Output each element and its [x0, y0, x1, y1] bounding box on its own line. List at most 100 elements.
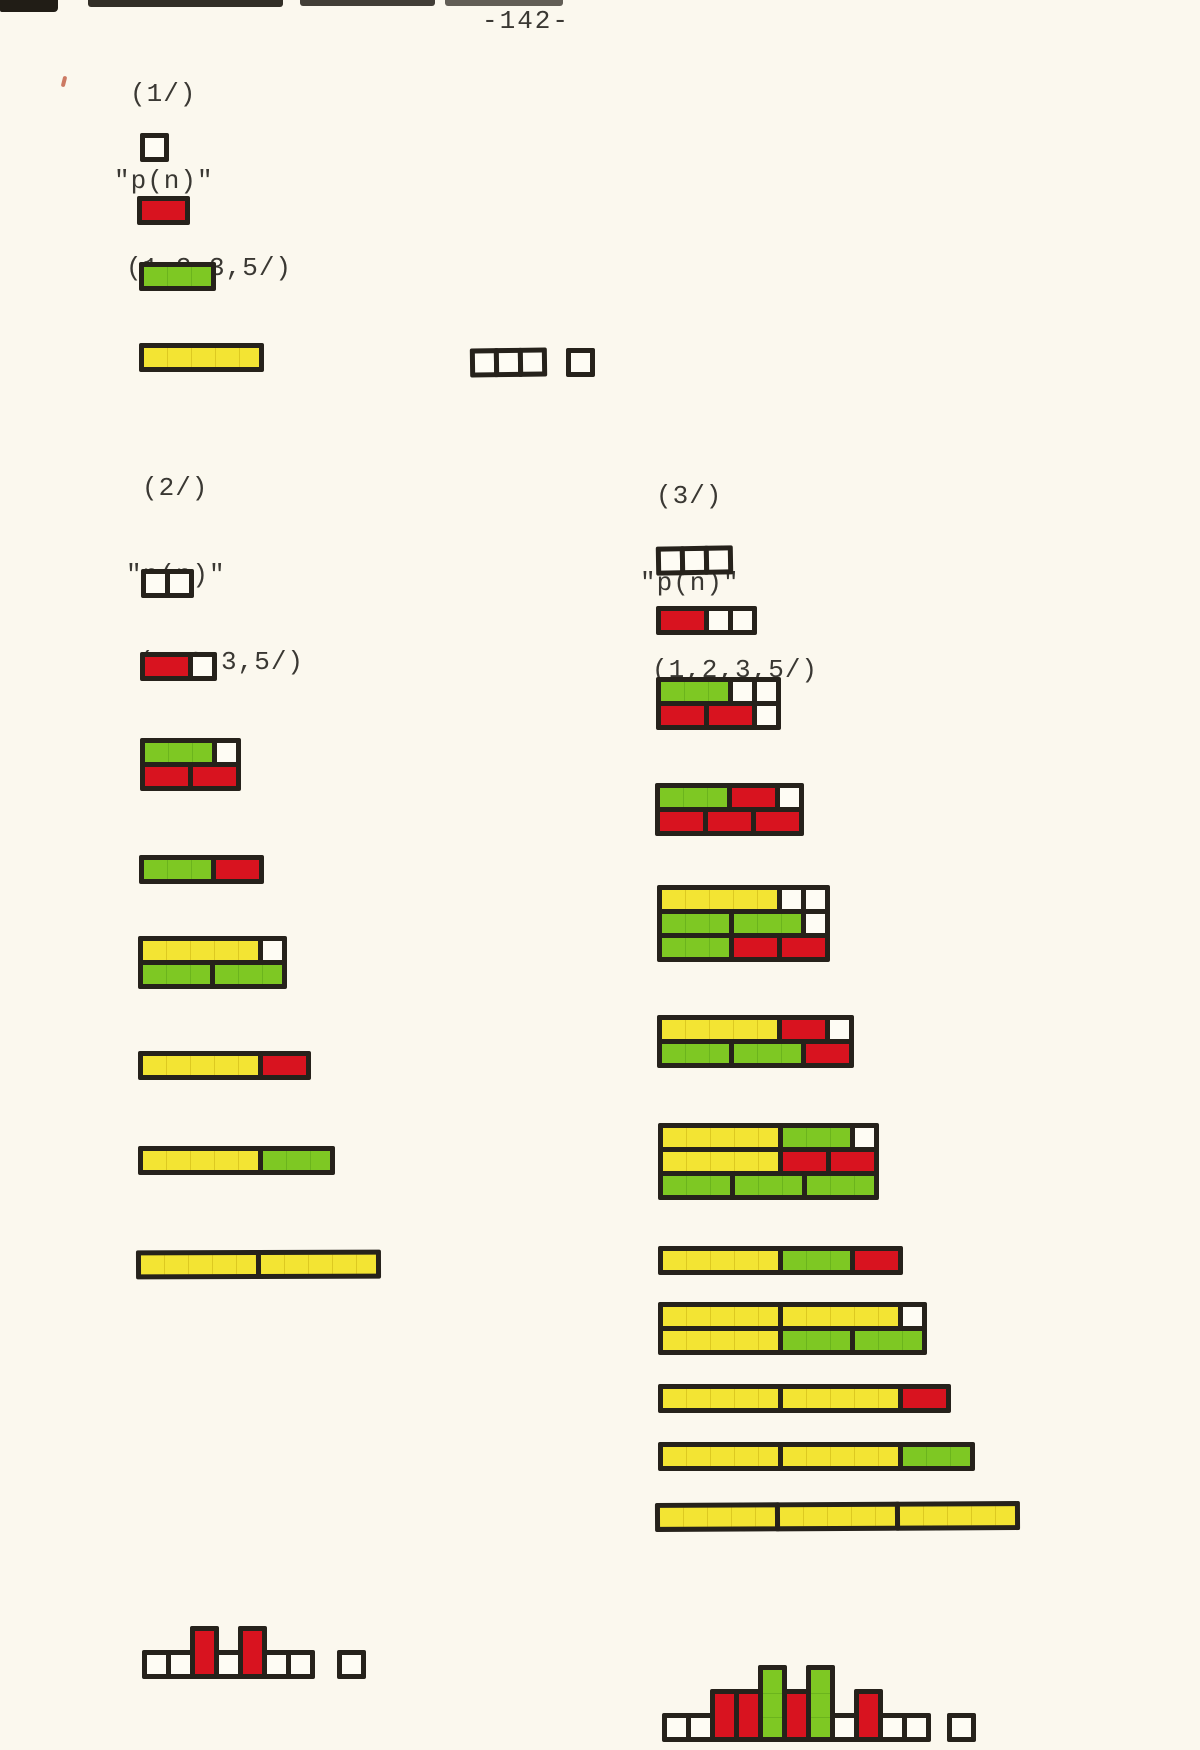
partition-block-s1-2 — [137, 196, 190, 225]
section-1-header: (1/) "p(n)" (1,2,3,5/) — [114, 22, 292, 341]
partition-block-s2-2 — [140, 652, 217, 681]
red-part-2 — [140, 652, 193, 681]
section-3-label: (3/) — [656, 481, 723, 511]
yellow-part-5 — [658, 1384, 783, 1413]
green-part-3 — [729, 1039, 806, 1068]
partition-block-s1-5 — [469, 347, 548, 378]
red-part-2 — [188, 762, 241, 791]
white-part-1 — [188, 652, 217, 681]
green-part-3 — [730, 1171, 807, 1200]
partition-block-s3-3 — [656, 677, 781, 730]
green-bar-h3 — [806, 1665, 835, 1742]
partition-row — [657, 1039, 854, 1068]
partition-block-s3-2 — [656, 606, 757, 635]
section-1-label: (1/) — [130, 79, 197, 109]
partition-block-s2-5 — [138, 936, 287, 989]
partition-row — [658, 1442, 975, 1471]
green-part-3 — [210, 960, 287, 989]
pen-mark — [60, 75, 68, 88]
partition-block-s3-1 — [655, 545, 734, 576]
green-part-3 — [657, 1039, 734, 1068]
green-part-3 — [138, 960, 215, 989]
yellow-part-5 — [894, 1501, 1021, 1531]
partition-row — [654, 1501, 1021, 1532]
white-part-1 — [752, 701, 781, 730]
red-part-2 — [898, 1384, 951, 1413]
partition-row — [658, 1326, 927, 1355]
three-part-counts-histogram — [662, 1665, 931, 1742]
yellow-part-5 — [658, 1246, 783, 1275]
scan-artifact — [445, 0, 563, 6]
partition-row — [655, 545, 734, 576]
yellow-part-5 — [658, 1442, 783, 1471]
partition-row — [658, 1171, 879, 1200]
partition-row — [137, 196, 190, 225]
white-part-1 — [703, 545, 734, 575]
page-number: -142- — [482, 6, 571, 36]
partition-row — [566, 348, 595, 377]
partition-block-s3-8 — [658, 1246, 903, 1275]
red-part-2 — [656, 606, 709, 635]
partition-row — [138, 960, 287, 989]
partition-row — [141, 569, 194, 598]
yellow-part-5 — [778, 1384, 903, 1413]
partition-row — [947, 1713, 976, 1742]
partition-row — [656, 701, 781, 730]
red-part-2 — [777, 933, 830, 962]
partition-block-s1-1 — [140, 133, 169, 162]
partition-row — [655, 807, 804, 836]
red-part-2 — [137, 196, 190, 225]
green-part-3 — [778, 1246, 855, 1275]
white-part-1 — [517, 347, 548, 377]
partition-block-s1-4 — [139, 343, 264, 372]
scan-artifact — [300, 0, 435, 6]
white-part-1 — [947, 1713, 976, 1742]
partition-row — [139, 262, 216, 291]
partition-row — [140, 762, 241, 791]
scan-artifact — [88, 0, 283, 7]
red-part-2 — [703, 807, 756, 836]
green-part-3 — [139, 262, 216, 291]
yellow-part-5 — [255, 1249, 382, 1280]
white-part-1 — [337, 1650, 366, 1679]
white-bar-h1 — [902, 1713, 931, 1742]
red-part-2 — [850, 1246, 903, 1275]
green-part-3 — [802, 1171, 879, 1200]
partition-row — [138, 1051, 311, 1080]
partition-row — [657, 933, 830, 962]
partition-block-s2-4 — [139, 855, 264, 884]
green-part-3 — [258, 1146, 335, 1175]
white-part-1 — [165, 569, 194, 598]
section-1-function: "p(n)" — [114, 166, 214, 196]
partition-row — [337, 1650, 366, 1679]
partition-block-s3-11 — [658, 1442, 975, 1471]
green-part-3 — [139, 855, 216, 884]
partition-block-s3-9 — [658, 1302, 927, 1355]
partition-block-s1-3 — [139, 262, 216, 291]
yellow-part-5 — [138, 1051, 263, 1080]
red-part-2 — [729, 933, 782, 962]
partition-block-s3-10 — [658, 1384, 951, 1413]
partition-block-s3-6 — [657, 1015, 854, 1068]
partition-row — [658, 1246, 903, 1275]
two-part-counts-histogram-isolated-cell — [337, 1650, 366, 1679]
partition-block-s2-6 — [138, 1051, 311, 1080]
partition-row — [656, 606, 757, 635]
yellow-part-5 — [139, 343, 264, 372]
red-part-2 — [655, 807, 708, 836]
partition-block-s3-4 — [655, 783, 804, 836]
green-part-3 — [778, 1326, 855, 1355]
white-part-1 — [140, 133, 169, 162]
partition-block-s2-3 — [140, 738, 241, 791]
partition-row — [658, 1384, 951, 1413]
partition-row — [139, 855, 264, 884]
partition-block-s3-7 — [658, 1123, 879, 1200]
yellow-part-5 — [135, 1249, 262, 1280]
partition-row — [135, 1249, 382, 1280]
red-part-2 — [704, 701, 757, 730]
partition-block-s2-1 — [141, 569, 194, 598]
red-part-2 — [258, 1051, 311, 1080]
yellow-part-5 — [654, 1502, 781, 1532]
scan-artifact — [0, 0, 58, 12]
partition-block-s2-7 — [138, 1146, 335, 1175]
